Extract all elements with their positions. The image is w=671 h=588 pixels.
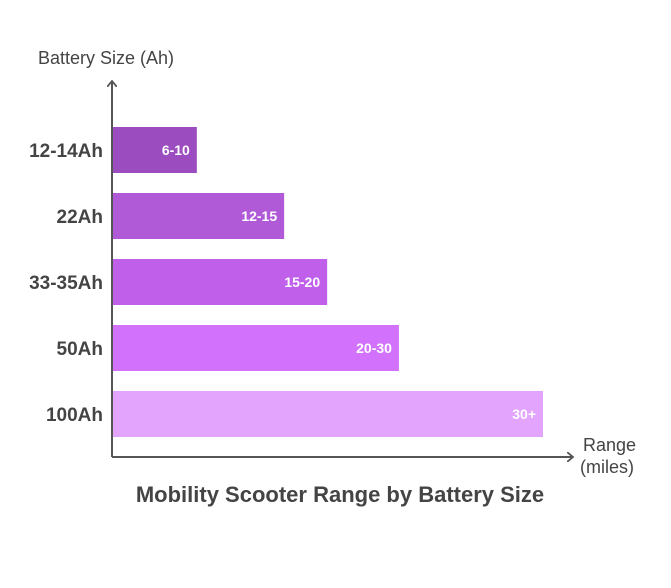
bar — [113, 325, 399, 371]
category-label: 33-35Ah — [29, 273, 103, 294]
bar-value-label: 15-20 — [284, 274, 320, 290]
category-label: 50Ah — [57, 339, 103, 360]
chart-title: Mobility Scooter Range by Battery Size — [135, 482, 545, 507]
bar — [113, 193, 285, 239]
bar — [113, 127, 197, 173]
bar — [113, 391, 543, 437]
category-label: 12-14Ah — [29, 141, 103, 162]
y-axis-label: Battery Size (Ah) — [38, 48, 174, 68]
category-label: 22Ah — [57, 207, 103, 228]
x-axis-label-line2: (miles) — [580, 457, 634, 477]
category-label: 100Ah — [46, 405, 103, 426]
bar-value-label: 30+ — [512, 406, 536, 422]
bar-value-label: 6-10 — [162, 142, 190, 158]
bar-value-label: 12-15 — [241, 208, 277, 224]
bar-value-label: 20-30 — [356, 340, 392, 356]
x-axis-label-line1: Range — [583, 435, 636, 455]
bar — [113, 259, 328, 305]
